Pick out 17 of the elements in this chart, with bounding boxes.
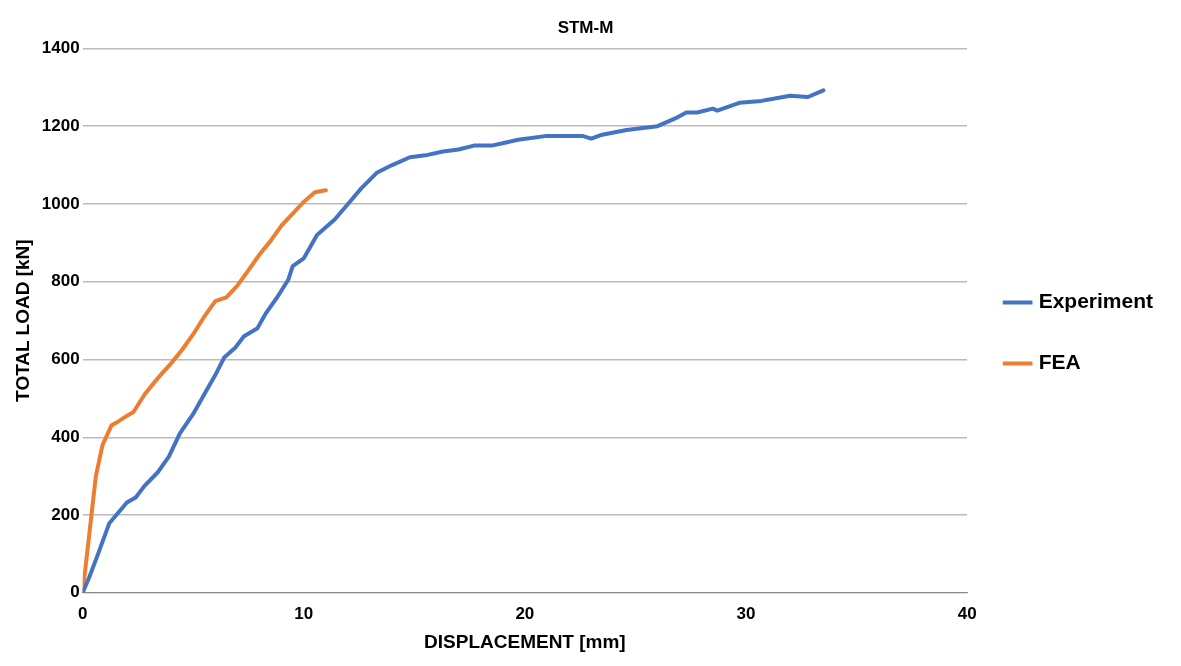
legend-label: Experiment (1038, 289, 1154, 313)
x-tick-label: 10 (294, 603, 314, 623)
y-tick-label: 1400 (41, 38, 80, 58)
y-tick-label: 1200 (41, 115, 80, 135)
x-axis-title: DISPLACEMENT [mm] (424, 630, 626, 652)
y-tick-label: 800 (51, 271, 80, 291)
x-tick-label: 20 (515, 603, 535, 623)
x-tick-label: 30 (736, 603, 756, 623)
y-tick-label: 600 (51, 349, 80, 369)
y-axis-title: TOTAL LOAD [kN] (11, 239, 33, 402)
x-tick-label: 40 (957, 603, 977, 623)
legend-label: FEA (1038, 350, 1081, 374)
y-tick-label: 200 (51, 504, 80, 524)
y-tick-label: 0 (70, 582, 80, 602)
chart-title: STM-M (557, 17, 614, 37)
y-tick-label: 1000 (41, 193, 80, 213)
y-tick-label: 400 (51, 426, 80, 446)
